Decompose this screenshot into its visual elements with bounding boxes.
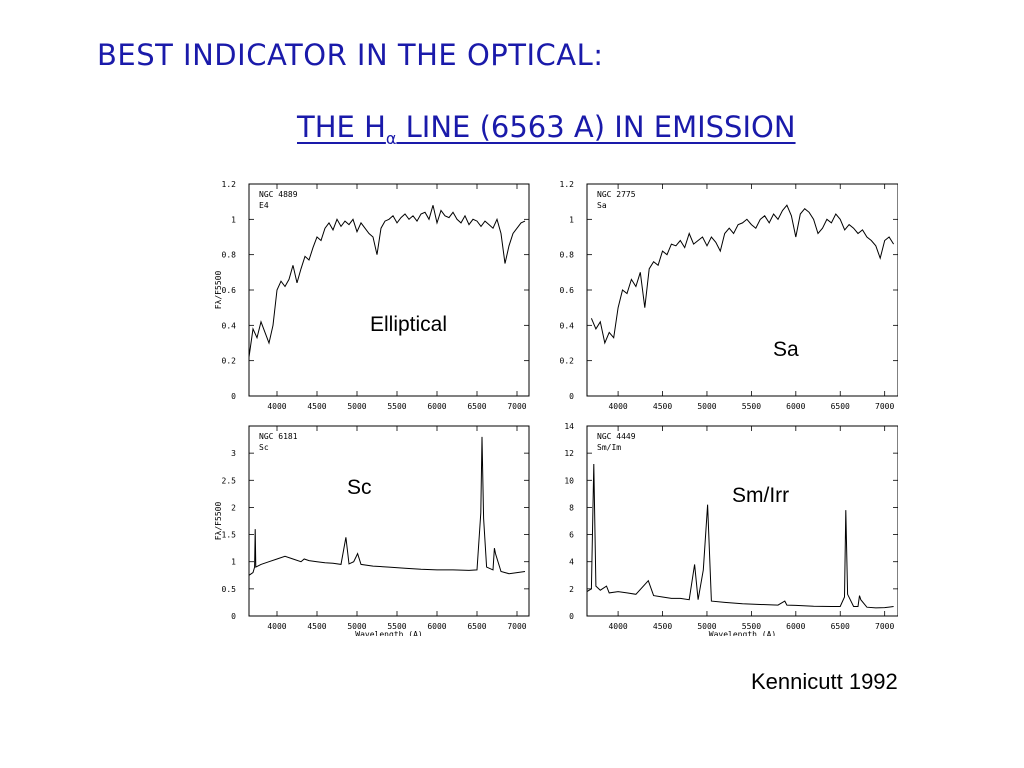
x-tick-label-0-5: 6500: [467, 402, 486, 411]
y-tick-label-2-0: 0: [231, 612, 236, 621]
spectrum-line-0: [248, 205, 526, 358]
x-tick-label-1-6: 7000: [875, 402, 894, 411]
x-tick-label-3-6: 7000: [875, 622, 894, 631]
label-sa: Sa: [773, 338, 799, 361]
y-tick-label-1-6: 1.2: [560, 180, 575, 189]
y-tick-label-0-2: 0.4: [222, 321, 237, 330]
spectrum-line-3: [586, 463, 894, 609]
x-tick-label-0-3: 5500: [387, 402, 406, 411]
subtitle-h: THE H: [297, 110, 386, 144]
x-tick-label-0-1: 4500: [307, 402, 326, 411]
panel-morph-1: Sa: [597, 201, 607, 210]
x-tick-label-1-0: 4000: [608, 402, 627, 411]
y-tick-label-1-1: 0.2: [560, 357, 575, 366]
x-tick-label-0-2: 5000: [347, 402, 366, 411]
panel-morph-2: Sc: [259, 443, 269, 452]
x-tick-label-2-2: 5000: [347, 622, 366, 631]
x-tick-label-3-0: 4000: [608, 622, 627, 631]
spectra-panels-svg: 4000 4500 5000 5500 6000 6500 700000.20.40.60.…: [214, 180, 898, 636]
x-tick-label-0-0: 4000: [267, 402, 286, 411]
y-tick-label-2-3: 1.5: [222, 531, 237, 540]
y-axis-label-2: Fλ/F5500: [214, 502, 223, 541]
y-tick-label-1-0: 0: [569, 392, 574, 401]
x-tick-label-3-1: 4500: [653, 622, 672, 631]
y-tick-label-0-0: 0: [231, 392, 236, 401]
x-tick-label-3-3: 5500: [742, 622, 761, 631]
y-tick-label-2-1: 0.5: [222, 585, 237, 594]
x-tick-label-3-4: 6000: [786, 622, 805, 631]
x-tick-label-1-1: 4500: [653, 402, 672, 411]
y-tick-label-2-5: 2.5: [222, 476, 237, 485]
y-tick-label-0-3: 0.6: [222, 286, 237, 295]
x-tick-label-1-3: 5500: [742, 402, 761, 411]
y-tick-label-2-6: 3: [231, 449, 236, 458]
x-tick-label-2-4: 6000: [427, 622, 446, 631]
label-sc: Sc: [347, 476, 372, 499]
x-tick-label-2-6: 7000: [507, 622, 526, 631]
label-elliptical: Elliptical: [370, 313, 448, 336]
y-tick-label-3-7: 14: [564, 422, 574, 431]
x-axis-label-3: Wavelength (A): [709, 630, 776, 636]
panel-morph-0: E4: [259, 201, 269, 210]
x-tick-label-2-3: 5500: [387, 622, 406, 631]
y-tick-label-1-3: 0.6: [560, 286, 575, 295]
y-tick-label-0-6: 1.2: [222, 180, 237, 189]
x-tick-label-0-6: 7000: [507, 402, 526, 411]
panel-frame-3: [586, 425, 898, 617]
y-axis-label-0: Fλ/F5500: [214, 271, 223, 310]
panel-frame-1: [586, 183, 898, 397]
x-tick-label-3-5: 6500: [831, 622, 850, 631]
y-tick-label-3-1: 2: [569, 585, 574, 594]
x-tick-label-3-2: 5000: [697, 622, 716, 631]
spectrum-line-2: [248, 436, 526, 576]
y-tick-label-2-2: 1: [231, 558, 236, 567]
panel-object-3: NGC 4449: [597, 432, 636, 441]
y-tick-label-3-0: 0: [569, 612, 574, 621]
y-tick-label-1-5: 1: [569, 215, 574, 224]
x-tick-label-1-5: 6500: [831, 402, 850, 411]
y-tick-label-1-4: 0.8: [560, 251, 575, 260]
spectrum-line-1: [590, 204, 895, 345]
y-tick-label-3-2: 4: [569, 558, 574, 567]
y-tick-label-2-4: 2: [231, 503, 236, 512]
source-credit: Kennicutt 1992: [751, 669, 898, 694]
subtitle-alpha: α: [385, 128, 397, 148]
panel-morph-3: Sm/Im: [597, 443, 621, 452]
panel-frame-0: [248, 183, 530, 397]
y-tick-label-3-5: 10: [564, 476, 574, 485]
spectra-figure: 4000 4500 5000 5500 6000 6500 7000 0 0.2 0.4 0.6 0.…: [214, 179, 898, 636]
y-tick-label-3-4: 8: [569, 503, 574, 512]
y-tick-label-0-1: 0.2: [222, 357, 237, 366]
slide-title: BEST INDICATOR IN THE OPTICAL:: [97, 38, 604, 72]
subtitle-rest: LINE (6563 A) IN EMISSION: [396, 110, 796, 144]
panel-object-0: NGC 4889: [259, 190, 298, 199]
panel-object-1: NGC 2775: [597, 190, 636, 199]
y-tick-label-3-6: 12: [564, 449, 574, 458]
panel-object-2: NGC 6181: [259, 432, 298, 441]
x-tick-label-2-0: 4000: [267, 622, 286, 631]
panel-frame-2: [248, 425, 530, 617]
x-tick-label-0-4: 6000: [427, 402, 446, 411]
label-sm-irr: Sm/Irr: [732, 484, 790, 507]
x-axis-label-2: Wavelength (A): [355, 630, 422, 636]
slide-subtitle: THE Hα LINE (6563 A) IN EMISSION: [297, 110, 796, 148]
y-tick-label-1-2: 0.4: [560, 321, 575, 330]
x-tick-label-1-2: 5000: [697, 402, 716, 411]
x-tick-label-2-5: 6500: [467, 622, 486, 631]
x-tick-label-2-1: 4500: [307, 622, 326, 631]
y-tick-label-0-5: 1: [231, 215, 236, 224]
x-tick-label-1-4: 6000: [786, 402, 805, 411]
y-tick-label-0-4: 0.8: [222, 251, 237, 260]
y-tick-label-3-3: 6: [569, 531, 574, 540]
